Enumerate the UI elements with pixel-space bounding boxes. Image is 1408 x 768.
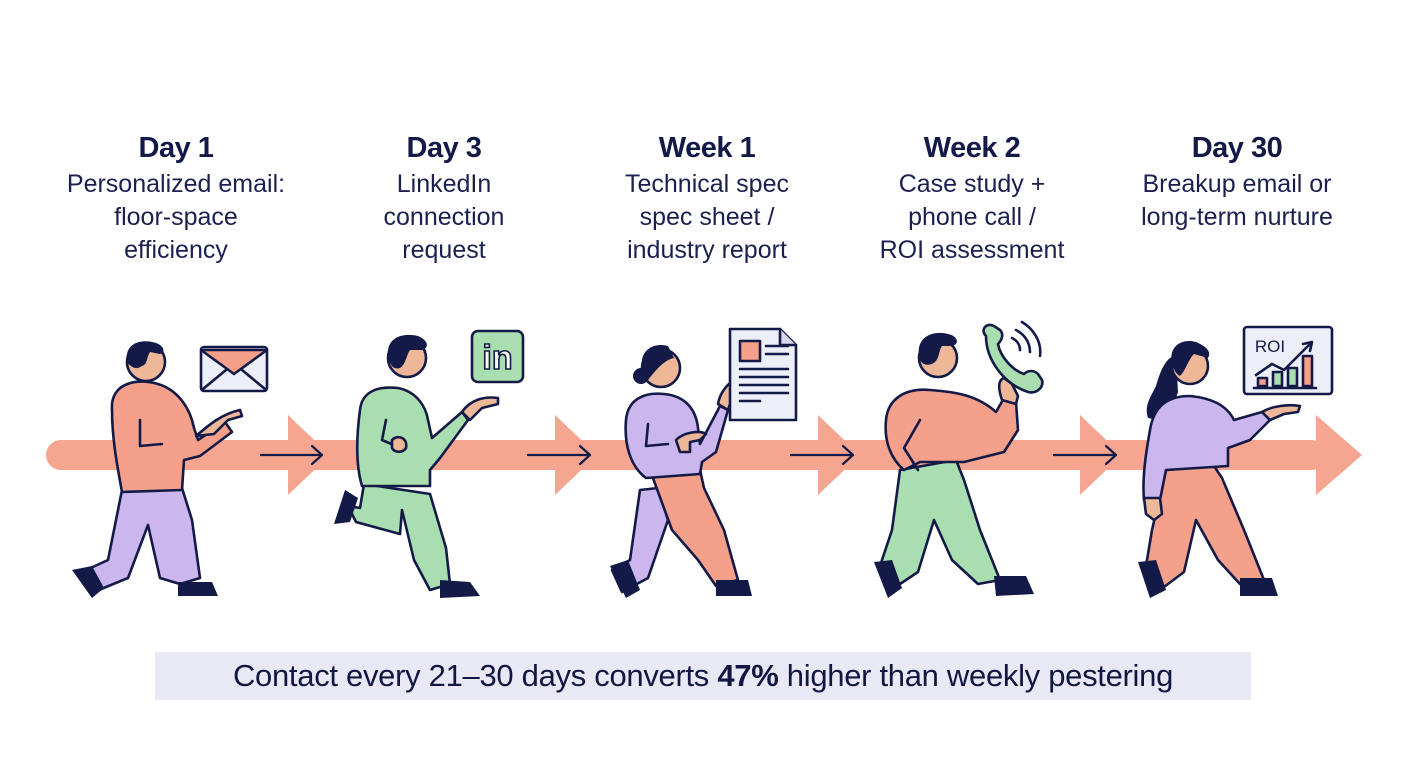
person-1-walking bbox=[72, 341, 244, 598]
step-description: LinkedIn connection request bbox=[383, 170, 505, 264]
footer-prefix: Contact every 21–30 days converts bbox=[232, 658, 718, 693]
envelope-icon bbox=[199, 345, 269, 393]
svg-text:in: in bbox=[482, 339, 512, 377]
arrow-right-icon bbox=[1052, 444, 1118, 466]
footer-statistic: Contact every 21–30 days converts 47% hi… bbox=[233, 658, 1173, 694]
person-3-walking bbox=[610, 344, 752, 598]
step-title: Day 30 bbox=[1191, 132, 1283, 164]
svg-text:ROI: ROI bbox=[1255, 337, 1285, 356]
step-title: Day 1 bbox=[138, 132, 214, 164]
phone-icon bbox=[982, 320, 1044, 394]
linkedin-icon: in bbox=[470, 329, 525, 384]
step-title: Week 2 bbox=[923, 132, 1021, 164]
roi-chart-icon: ROI bbox=[1242, 325, 1334, 396]
step-day-1: Day 1 Personalized email: floor-space ef… bbox=[36, 128, 316, 267]
step-day-30: Day 30 Breakup email or long-term nurtur… bbox=[1097, 128, 1377, 234]
step-description: Breakup email or long-term nurture bbox=[1141, 170, 1333, 231]
footer-banner: Contact every 21–30 days converts 47% hi… bbox=[155, 652, 1251, 700]
step-day-3: Day 3 LinkedIn connection request bbox=[304, 128, 584, 267]
arrow-right-icon bbox=[789, 444, 855, 466]
person-2-running bbox=[334, 334, 500, 598]
arrow-right-icon bbox=[259, 444, 324, 466]
person-4-phone-call bbox=[874, 332, 1034, 598]
footer-highlight: 47% bbox=[717, 658, 779, 693]
step-title: Day 3 bbox=[406, 132, 482, 164]
footer-suffix: higher than weekly pestering bbox=[778, 658, 1174, 693]
step-week-2: Week 2 Case study + phone call / ROI ass… bbox=[832, 128, 1112, 267]
step-description: Technical spec spec sheet / industry rep… bbox=[625, 170, 789, 264]
person-5-walking bbox=[1138, 340, 1302, 598]
step-title: Week 1 bbox=[658, 132, 756, 164]
document-icon bbox=[728, 327, 798, 422]
step-week-1: Week 1 Technical spec spec sheet / indus… bbox=[567, 128, 847, 267]
step-description: Case study + phone call / ROI assessment bbox=[879, 170, 1065, 264]
step-description: Personalized email: floor-space efficien… bbox=[66, 170, 286, 264]
arrow-right-icon bbox=[526, 444, 592, 466]
